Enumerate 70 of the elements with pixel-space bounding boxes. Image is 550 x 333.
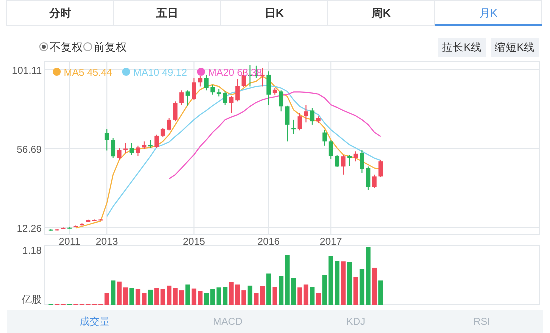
bar <box>104 293 110 305</box>
x-tick-label: 2016 <box>258 237 280 248</box>
text: 分时 <box>48 7 72 20</box>
candlestick <box>341 154 346 176</box>
candlestick <box>104 128 110 152</box>
candlestick <box>285 105 290 142</box>
candlestick <box>378 159 384 178</box>
text: 前复权 <box>94 42 127 54</box>
candlestick <box>348 154 352 167</box>
candlestick <box>328 140 334 160</box>
bar <box>130 288 134 305</box>
candlestick <box>192 78 196 101</box>
text: 缩短K线 <box>494 41 536 54</box>
candlestick <box>154 134 160 149</box>
candlestick <box>266 71 272 106</box>
bar <box>341 262 346 305</box>
candlestick <box>180 90 184 106</box>
x-tick-label: 2011 <box>59 237 81 248</box>
bar <box>111 280 116 305</box>
text: KDJ <box>346 317 366 328</box>
y-tick-label: 101.11 <box>12 66 42 77</box>
candlestick <box>360 150 364 174</box>
candlestick <box>335 154 340 168</box>
candlestick <box>136 145 140 157</box>
bar <box>248 286 253 305</box>
text: 成交量 <box>80 316 110 328</box>
bar <box>354 277 358 305</box>
candlestick <box>117 148 122 160</box>
bar <box>154 288 160 305</box>
bar <box>310 287 315 305</box>
x-tick-label: 2015 <box>183 237 206 248</box>
text: 1.18 <box>22 246 42 257</box>
candlestick <box>304 104 308 124</box>
candlestick <box>298 112 302 132</box>
text: 拉长K线 <box>442 41 482 54</box>
candlestick <box>366 166 371 191</box>
bar <box>347 262 352 305</box>
text: 不复权 <box>50 42 83 54</box>
bar <box>378 280 384 305</box>
candlestick <box>310 108 315 126</box>
bar <box>322 276 328 305</box>
legend-label: MA5 45.44 <box>64 68 113 79</box>
bar <box>148 290 153 305</box>
text: 五日 <box>156 8 178 20</box>
candlestick <box>173 101 178 122</box>
candlestick <box>354 151 358 162</box>
text: 日K <box>265 8 284 20</box>
bar <box>316 293 321 305</box>
candlestick <box>322 129 328 146</box>
bar <box>272 287 278 305</box>
candlestick <box>236 78 240 102</box>
text: RSI <box>474 317 490 328</box>
bar <box>186 284 190 305</box>
text: MACD <box>213 317 243 328</box>
y-tick-label: 56.69 <box>16 144 42 156</box>
candlestick <box>186 90 190 106</box>
candlestick <box>279 90 284 112</box>
legend-label: MA10 49.12 <box>133 68 188 79</box>
bar <box>372 268 377 305</box>
text: 月K <box>479 8 498 20</box>
candlestick <box>111 138 116 159</box>
x-tick-label: 2013 <box>96 237 119 248</box>
line-series <box>168 92 382 180</box>
x-tick-label: 2017 <box>320 237 343 248</box>
y-tick-label: 12.26 <box>16 224 42 235</box>
candlestick <box>372 174 377 189</box>
bar <box>266 274 272 305</box>
text: 周K <box>371 8 392 20</box>
candlestick <box>130 142 134 156</box>
text: 亿股 <box>21 295 42 306</box>
